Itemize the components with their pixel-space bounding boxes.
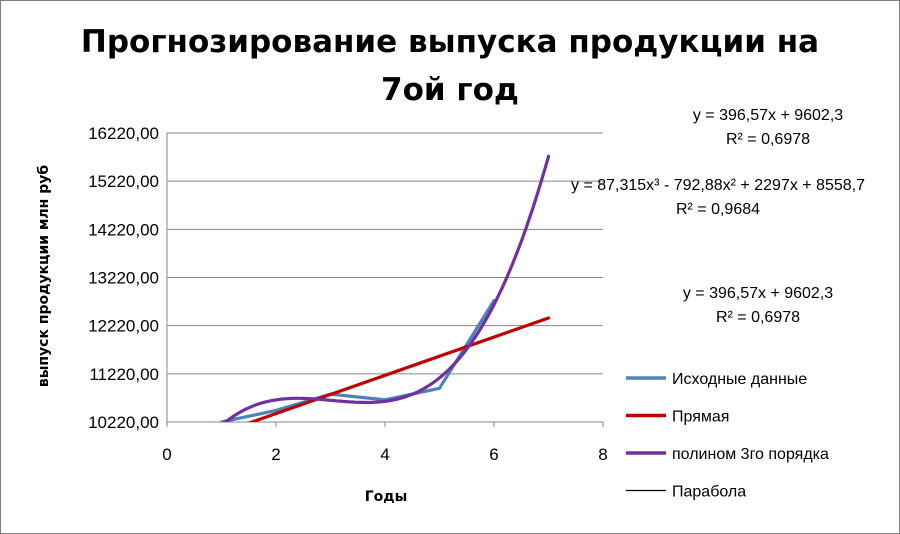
trend-r2-1: R² = 0,6978 [726,131,810,148]
legend: Исходные данные Прямая полином 3го порядка… [626,371,829,501]
y-tick-labels: 10220,00 11220,00 12220,00 13220,00 14220,00… [88,124,159,432]
legend-label-4: Парабола [672,484,746,501]
y-tick-label: 12220,00 [88,317,159,336]
series-line-2 [247,316,551,422]
trend-equation-3: y = 396,57x + 9602,3 [683,285,833,302]
chart-title-line-2: 7ой год [381,72,519,108]
x-tick-labels: 0 2 4 6 8 [162,422,608,464]
x-axis-label: Годы [365,489,408,505]
y-tick-label: 10220,00 [88,413,159,432]
gridlines [167,132,603,423]
x-tick-label: 4 [380,445,389,464]
x-tick-label: 0 [162,445,171,464]
trend-r2-3: R² = 0,6978 [716,309,800,326]
y-tick-label: 13220,00 [88,269,159,288]
y-axis-label: выпуск продукции млн руб [36,165,52,388]
series-line-1 [219,299,496,422]
legend-label-3: полином 3го порядка [672,446,829,463]
y-tick-label: 15220,00 [88,172,159,191]
series-line-3 [223,154,551,422]
trend-equation-2: y = 87,315x³ - 792,88x² + 2297x + 8558,7 [571,177,865,194]
series-lines [219,154,551,422]
x-tick-label: 2 [271,445,280,464]
y-tick-label: 14220,00 [88,220,159,239]
chart-title-line-1: Прогнозирование выпуска продукции на [80,24,820,60]
legend-label-2: Прямая [672,409,729,426]
legend-label-1: Исходные данные [672,371,807,388]
y-tick-label: 16220,00 [88,124,159,143]
x-tick-label: 6 [489,445,498,464]
y-tick-label: 11220,00 [89,365,159,384]
x-tick-label: 8 [598,445,607,464]
trend-r2-2: R² = 0,9684 [676,201,760,218]
trend-equation-1: y = 396,57x + 9602,3 [693,107,843,124]
